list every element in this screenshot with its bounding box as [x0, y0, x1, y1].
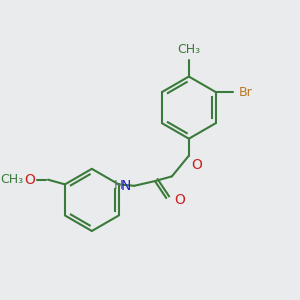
Text: O: O	[192, 158, 203, 172]
Text: Br: Br	[238, 85, 252, 99]
Text: O: O	[174, 193, 185, 207]
Text: O: O	[24, 173, 35, 187]
Text: CH₃: CH₃	[177, 43, 200, 56]
Text: N: N	[121, 179, 131, 193]
Text: H: H	[113, 179, 123, 192]
Text: CH₃: CH₃	[0, 173, 23, 186]
